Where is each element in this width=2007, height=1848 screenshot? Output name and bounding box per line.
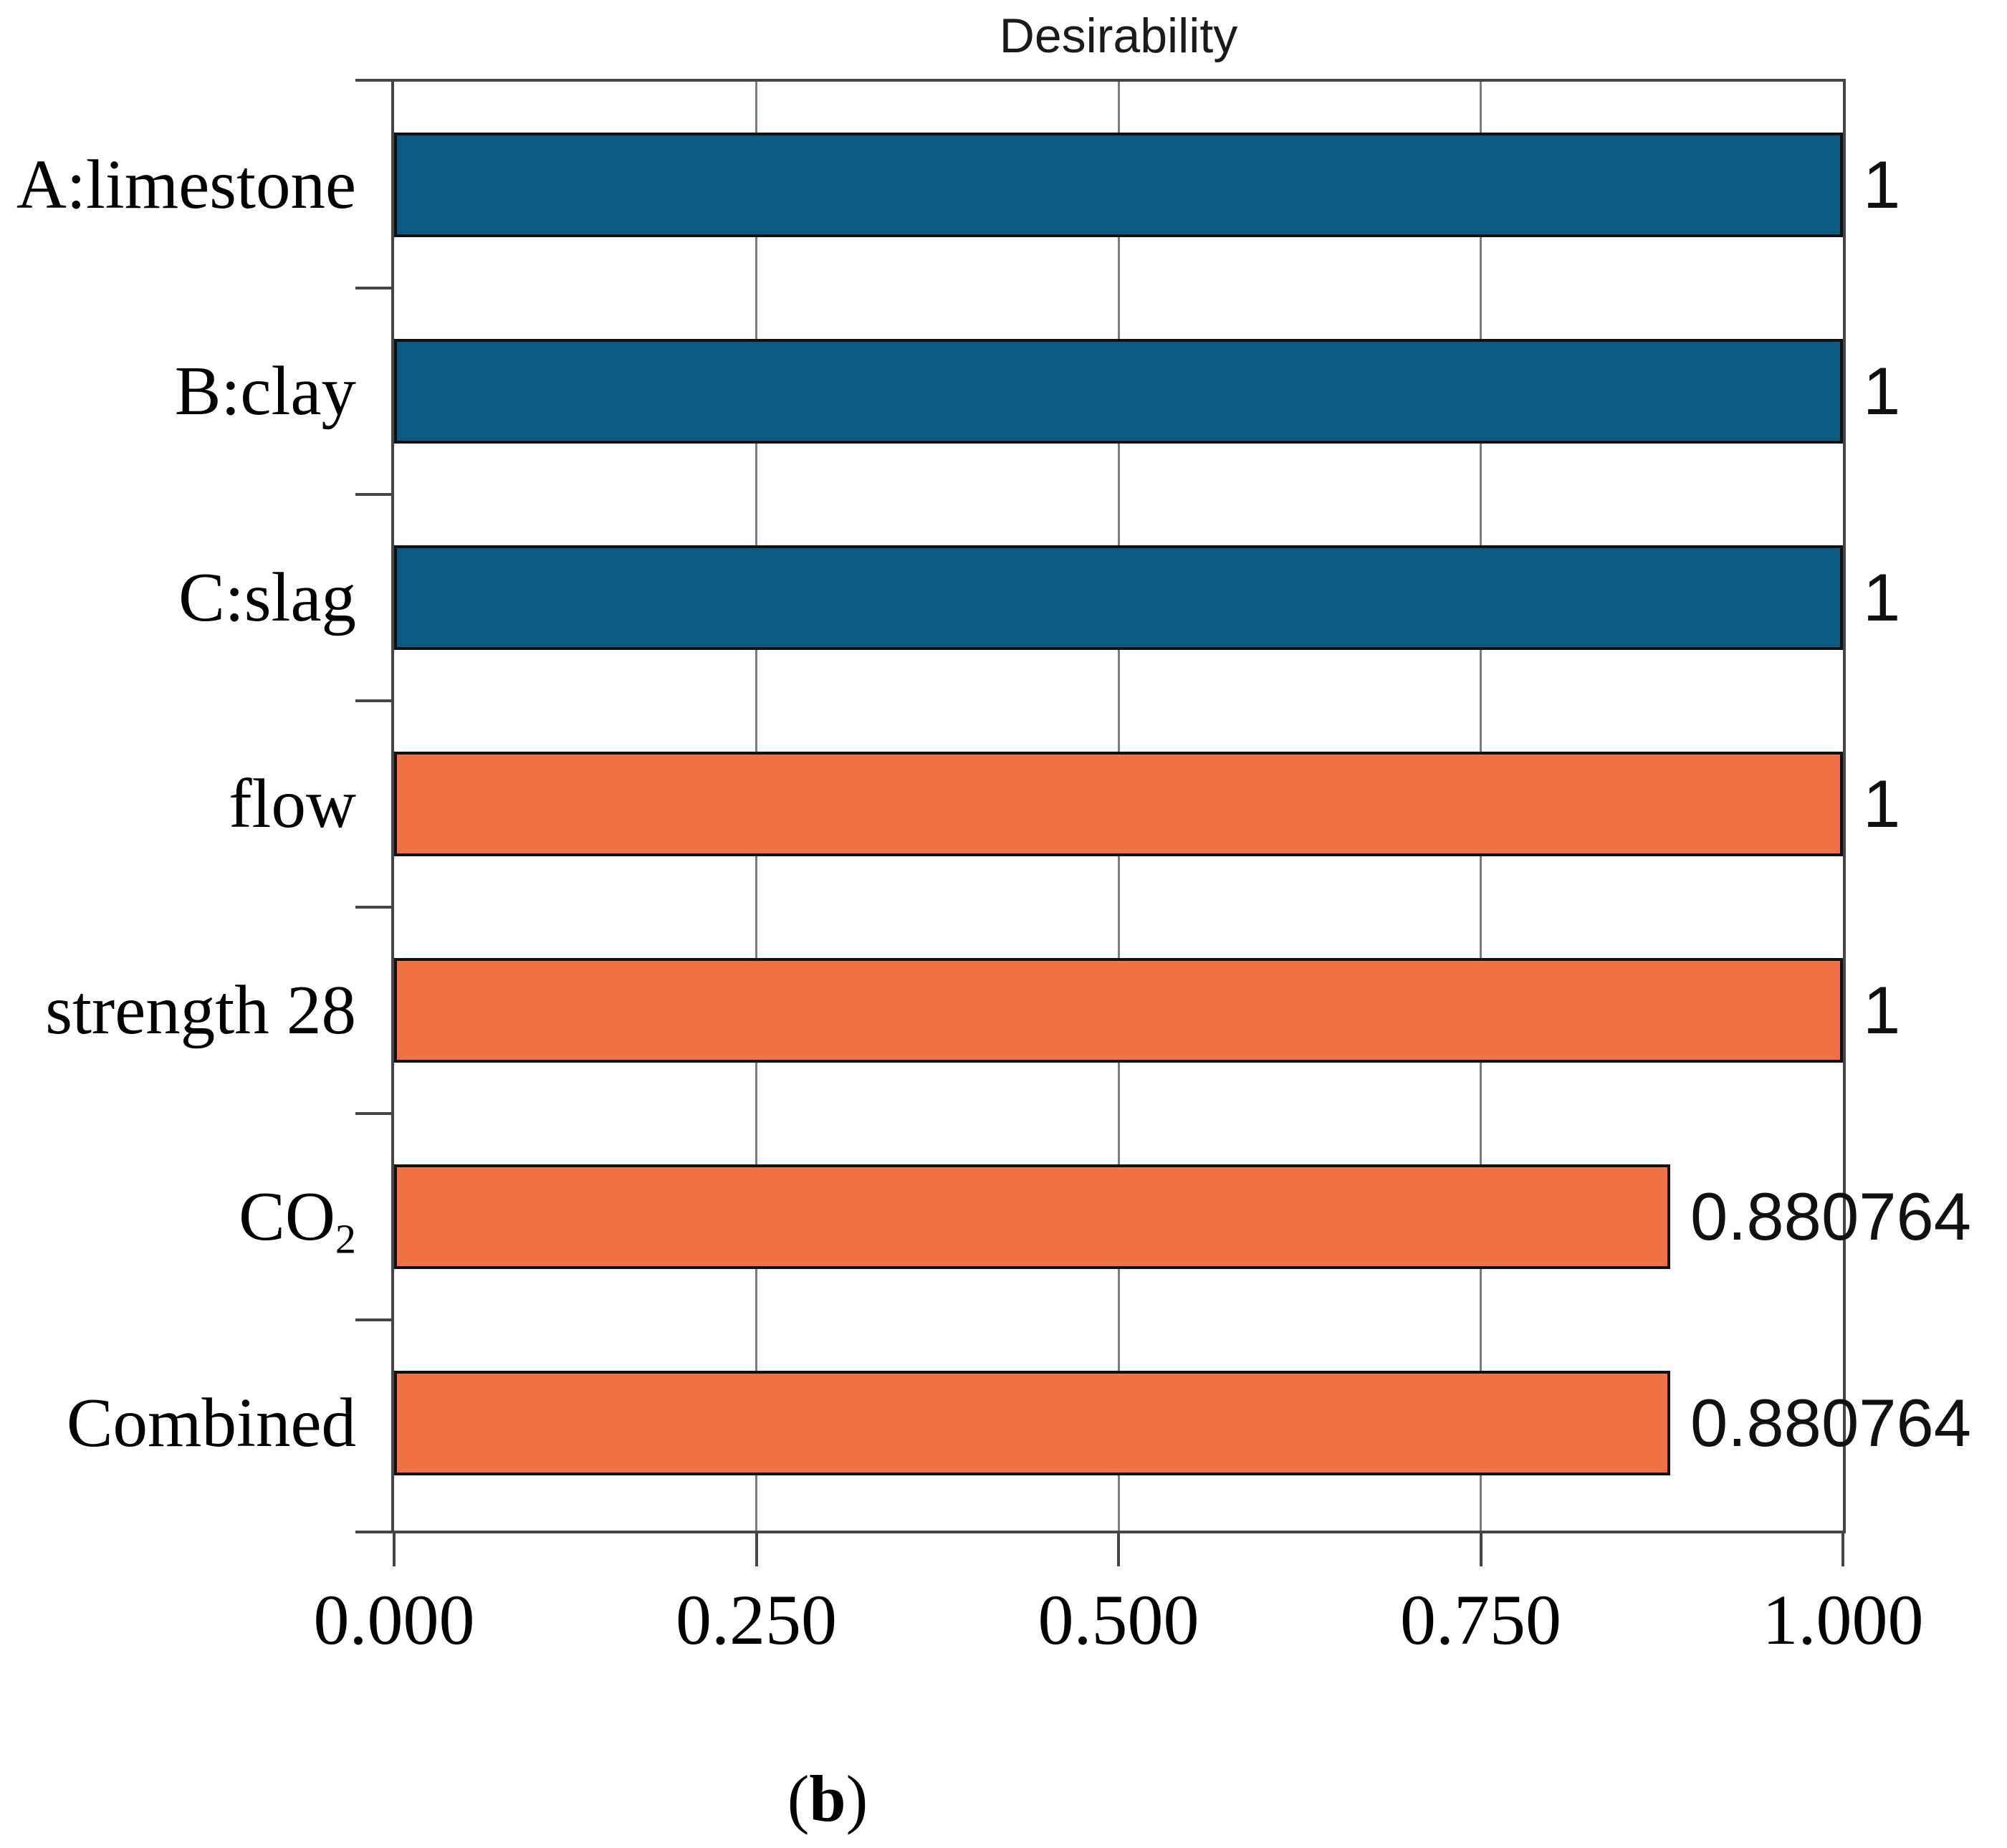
category-label: strength 28: [45, 972, 356, 1048]
x-tick-label: 0.500: [1038, 1580, 1199, 1660]
value-label: 1: [1863, 353, 1901, 429]
chart-title: Desirability: [999, 9, 1238, 63]
value-label: 1: [1863, 147, 1901, 222]
value-label: 0.880764: [1690, 1179, 1972, 1254]
y-axis-corner-tick-bottom: [355, 1531, 393, 1533]
value-label: 1: [1863, 560, 1901, 635]
bar: [394, 133, 1843, 237]
y-axis-tick: [355, 699, 393, 702]
bar: [394, 339, 1843, 444]
bar: [394, 1164, 1670, 1269]
x-axis-tick: [755, 1533, 758, 1566]
x-axis-tick: [1841, 1533, 1844, 1566]
x-tick-label: 1.000: [1762, 1580, 1924, 1660]
x-tick-label: 0.250: [676, 1580, 837, 1660]
category-label: flow: [229, 765, 356, 842]
x-tick-label: 0.000: [313, 1580, 475, 1660]
caption-open-paren: (: [787, 1762, 810, 1835]
y-axis-corner-tick-top: [355, 79, 393, 82]
value-label: 1: [1863, 766, 1901, 841]
caption-letter: b: [809, 1762, 846, 1835]
bar: [394, 958, 1843, 1063]
y-axis-tick: [355, 287, 393, 289]
x-axis-tick: [393, 1533, 396, 1566]
x-axis-tick: [1479, 1533, 1483, 1566]
x-tick-label: 0.750: [1400, 1580, 1561, 1660]
y-axis-tick: [355, 1112, 393, 1115]
bar: [394, 1371, 1670, 1475]
value-label: 0.880764: [1690, 1385, 1972, 1460]
value-label: 1: [1863, 972, 1901, 1048]
bar: [394, 545, 1843, 650]
y-axis-tick: [355, 906, 393, 909]
figure-caption: (b): [684, 1759, 971, 1838]
y-axis-tick: [355, 1318, 393, 1321]
category-label: C:slag: [178, 559, 356, 636]
category-label: Combined: [66, 1384, 356, 1461]
category-label: CO2: [239, 1178, 356, 1263]
x-axis-tick: [1117, 1533, 1120, 1566]
category-label: A:limestone: [16, 146, 356, 223]
bar: [394, 752, 1843, 856]
caption-close-paren: ): [846, 1762, 868, 1835]
category-label: B:clay: [174, 353, 356, 429]
y-axis-tick: [355, 493, 393, 496]
